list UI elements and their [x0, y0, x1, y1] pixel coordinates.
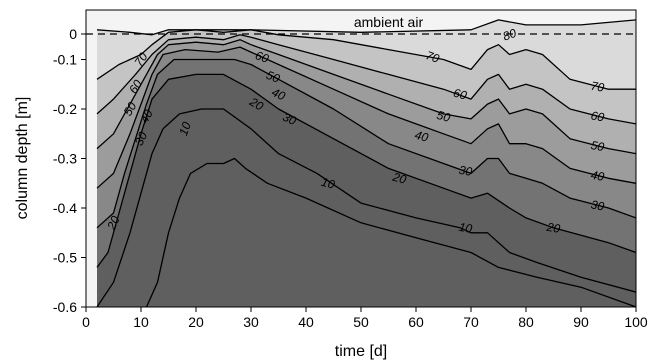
y-axis-title: column depth [m] [14, 97, 31, 220]
x-tick-label: 80 [518, 314, 534, 330]
contour-label: 20 [545, 220, 562, 236]
contour-label: 10 [320, 175, 337, 192]
x-tick-label: 70 [463, 314, 479, 330]
x-tick-label: 0 [82, 314, 90, 330]
x-tick-label: 60 [408, 314, 424, 330]
contour-lines [96, 19, 636, 307]
contour-label: 20 [390, 170, 408, 187]
x-axis-title: time [d] [335, 343, 387, 360]
contour-line-30 [96, 58, 636, 229]
contour-label: 30 [132, 129, 151, 147]
contour-line-70 [96, 29, 636, 90]
y-tick-label: -0.5 [53, 250, 77, 266]
x-tick-label: 20 [188, 314, 204, 330]
x-tick-label: 30 [243, 314, 259, 330]
ambient-air-annotation: ambient air [354, 14, 424, 30]
contour-label: 70 [424, 48, 442, 66]
contour-line-5 [145, 157, 636, 307]
contour-line-10 [96, 108, 636, 307]
contour-label: 20 [246, 94, 266, 113]
contour-label: 50 [590, 138, 606, 154]
y-tick-label: -0.3 [53, 151, 77, 167]
contour-label: 40 [137, 107, 156, 126]
contour-label: 60 [452, 86, 469, 103]
contour-label: 60 [253, 48, 271, 66]
x-tick-label: 50 [353, 314, 369, 330]
contour-label: 40 [269, 85, 287, 103]
contour-label: 40 [413, 128, 430, 145]
y-tick-label: -0.6 [53, 299, 77, 315]
contour-label: 30 [280, 110, 298, 128]
x-tick-label: 40 [298, 314, 314, 330]
contour-label: 80 [501, 26, 519, 44]
y-tick-label: -0.4 [53, 200, 77, 216]
contour-label: 20 [104, 214, 123, 233]
contour-line-20 [96, 73, 636, 268]
contour-line-50 [96, 39, 636, 155]
contour-line-60 [96, 34, 636, 125]
y-tick-label: 0 [69, 26, 77, 42]
contour-label: 50 [264, 68, 282, 86]
contour-label: 10 [176, 120, 194, 138]
contour-label: 70 [590, 79, 606, 95]
contour-label: 40 [590, 168, 606, 184]
contour-fills [86, 10, 636, 307]
y-tick-label: -0.1 [53, 52, 77, 68]
x-tick-label: 10 [133, 314, 149, 330]
y-tick-label: -0.2 [53, 101, 77, 117]
contour-line-40 [96, 46, 636, 189]
contour-label: 10 [458, 220, 474, 236]
y-axis-ticks: 0 -0.1 -0.2 -0.3 -0.4 -0.5 -0.6 [53, 26, 86, 315]
x-axis-ticks: 0 10 20 30 40 50 60 70 80 90 100 [82, 307, 648, 330]
contour-label: 30 [458, 163, 474, 179]
x-tick-label: 100 [624, 314, 648, 330]
band-below-5 [146, 158, 636, 307]
contour-label: 30 [590, 197, 606, 213]
contour-label: 60 [590, 108, 606, 124]
x-tick-label: 90 [573, 314, 589, 330]
contour-label: 50 [435, 108, 452, 125]
contour-label: 50 [121, 99, 140, 118]
